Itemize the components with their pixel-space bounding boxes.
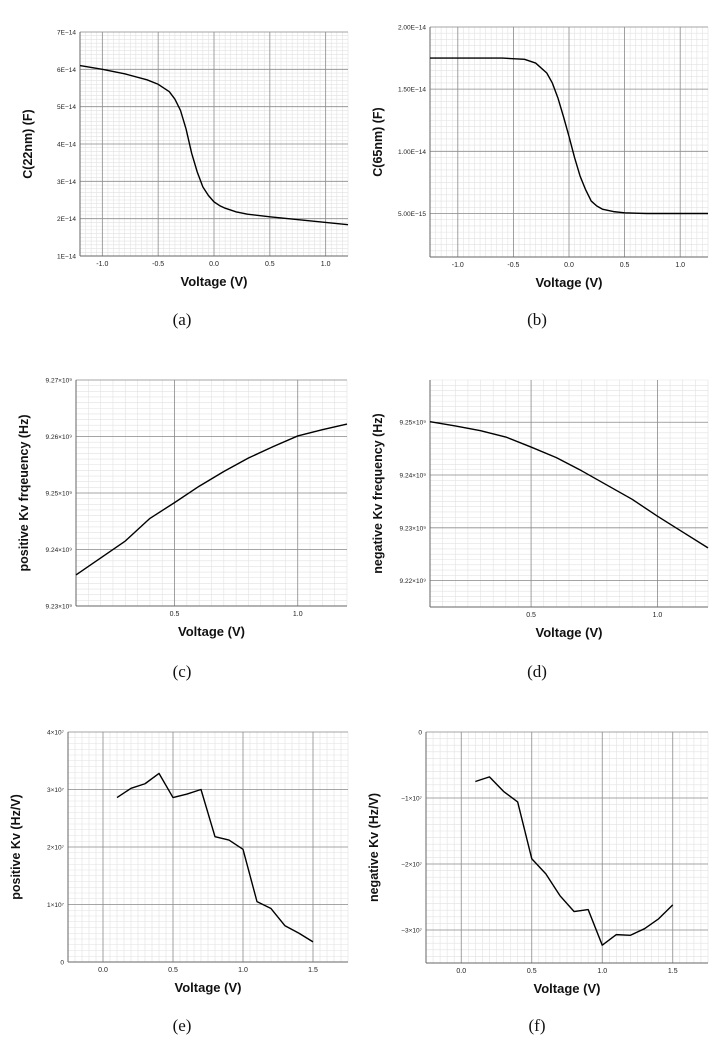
panel-caption: (e) [173,1016,192,1035]
x-tick-label: 1.5 [668,968,678,975]
y-tick-label: 4E−14 [57,142,76,149]
x-axis-title: Voltage (V) [536,275,603,290]
x-tick-label: 0.5 [265,261,275,268]
y-axis-title: negative Kv (Hz/V) [367,793,381,902]
y-tick-label: −2×10⁷ [401,862,422,869]
y-tick-label: 6E−14 [57,67,76,74]
panel-caption: (a) [173,310,192,329]
y-tick-label: 9.26×10⁹ [46,434,73,441]
series-line [75,423,348,576]
y-tick-label: −3×10⁷ [401,928,422,935]
chart-panel-0: -1.0 -0.5 0.0 0.5 1.0 1E−14 2E−14 3E−14 4E−14 5E−… [21,30,349,329]
y-tick-label: 4×10⁷ [47,730,65,737]
y-tick-label: 2×10⁷ [47,845,65,852]
x-tick-label: -1.0 [452,262,464,269]
x-axis-title: Voltage (V) [175,980,242,995]
y-tick-label: 9.27×10⁹ [46,378,73,385]
x-tick-label: 0.5 [168,967,178,974]
y-axis-title: C(22nm) (F) [21,109,35,178]
x-axis-title: Voltage (V) [536,625,603,640]
y-tick-label: 9.23×10⁹ [46,604,73,611]
x-tick-label: 1.0 [675,262,685,269]
y-axis-title: positive Kv frqeuency (Hz) [17,415,31,572]
y-tick-label: −1×10⁷ [401,796,422,803]
series-line [430,57,708,215]
y-tick-label: 5E−14 [57,104,76,111]
x-tick-label: 1.0 [597,968,607,975]
minor-grid [425,731,709,964]
x-axis-title: Voltage (V) [534,981,601,996]
y-tick-label: 5.00E−15 [398,211,426,218]
y-axis-title: negative Kv frequency (Hz) [371,413,385,573]
x-tick-label: -0.5 [152,261,164,268]
chart-panel-4: 0.0 0.5 1.0 1.5 0 1×10⁷ 2×10⁷ 3×10⁷ 4×10⁷ Voltage… [9,730,349,1035]
x-tick-label: 1.0 [321,261,331,268]
y-axis-title: positive Kv (Hz/V) [9,794,23,900]
x-tick-label: 0.5 [526,612,536,619]
x-tick-label: 0.0 [98,967,108,974]
y-tick-label: 2E−14 [57,216,76,223]
y-axis-title: C(65nm) (F) [371,107,385,176]
major-grid [426,731,708,963]
panel-caption: (c) [173,662,192,681]
x-tick-label: -1.0 [96,261,108,268]
y-tick-label: 0 [60,960,64,967]
y-tick-label: 3E−14 [57,179,76,186]
y-tick-label: 1E−14 [57,254,76,261]
x-tick-label: 0.5 [620,262,630,269]
major-grid [430,380,708,607]
y-tick-label: 3×10⁷ [47,787,65,794]
chart-panel-5: 0.0 0.5 1.0 1.5 0 −1×10⁷ −2×10⁷ −3×10⁷ Voltage (… [367,730,709,1035]
y-tick-label: 0 [418,730,422,737]
series-line [116,772,314,943]
y-tick-label: 9.23×10⁹ [400,525,427,532]
x-tick-label: 1.0 [238,967,248,974]
minor-grid [429,379,709,608]
x-tick-label: 0.5 [527,968,537,975]
x-axis-title: Voltage (V) [181,274,248,289]
x-axis-title: Voltage (V) [178,624,245,639]
major-grid [430,26,708,257]
y-tick-label: 9.24×10⁹ [46,547,73,554]
chart-panel-2: 0.5 1.0 9.23×10⁹ 9.24×10⁹ 9.25×10⁹ 9.26×10⁹ 9.… [17,378,348,681]
panel-caption: (f) [529,1016,546,1035]
y-tick-label: 7E−14 [57,30,76,37]
panel-caption: (d) [527,662,547,681]
x-tick-label: 0.0 [209,261,219,268]
y-tick-label: 9.25×10⁹ [46,491,73,498]
x-tick-label: 0.0 [564,262,574,269]
chart-panel-1: -1.0 -0.5 0.0 0.5 1.0 5.00E−15 1.00E−14 1.50E−1… [371,25,709,329]
series-line [79,64,349,226]
x-tick-label: 1.0 [653,612,663,619]
y-tick-label: 9.22×10⁹ [400,578,427,585]
y-tick-label: 1×10⁷ [47,902,65,909]
y-tick-label: 9.25×10⁹ [400,420,427,427]
panel-caption: (b) [527,310,547,329]
y-tick-label: 9.24×10⁹ [400,473,427,480]
x-tick-label: 1.0 [293,611,303,618]
series-line [475,776,674,946]
y-tick-label: 1.50E−14 [398,87,426,94]
x-tick-label: 1.5 [308,967,318,974]
y-tick-label: 1.00E−14 [398,149,426,156]
y-tick-label: 2.00E−14 [398,25,426,32]
chart-panel-3: 0.5 1.0 9.22×10⁹ 9.23×10⁹ 9.24×10⁹ 9.25×10⁹ Vo… [371,379,709,681]
x-tick-label: 0.5 [170,611,180,618]
x-tick-label: 0.0 [456,968,466,975]
series-line [429,421,709,549]
x-tick-label: -0.5 [507,262,519,269]
